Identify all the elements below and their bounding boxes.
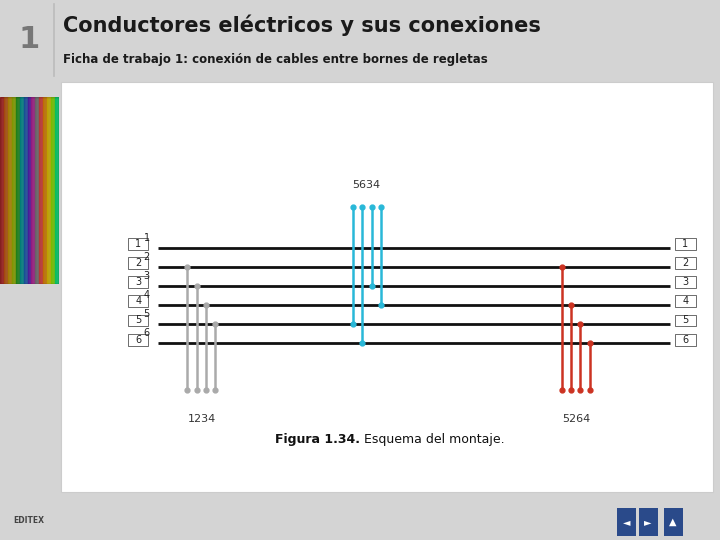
Text: Conductores eléctricos y sus conexiones: Conductores eléctricos y sus conexiones <box>63 15 541 36</box>
Bar <box>639 509 658 537</box>
Text: 6: 6 <box>683 335 688 345</box>
Bar <box>128 314 148 326</box>
Bar <box>4 97 8 284</box>
Text: 2: 2 <box>143 252 150 262</box>
Text: 4: 4 <box>135 296 141 306</box>
Bar <box>12 97 16 284</box>
Text: 6: 6 <box>135 335 141 345</box>
Text: 3: 3 <box>143 271 150 281</box>
Bar <box>43 97 48 284</box>
Text: ►: ► <box>644 517 652 526</box>
Text: 1: 1 <box>135 239 141 249</box>
Text: Figura 1.34. Esquema del montaje.: Figura 1.34. Esquema del montaje. <box>0 539 1 540</box>
Text: 2: 2 <box>135 258 141 268</box>
Text: ▲: ▲ <box>670 517 677 526</box>
Text: Figura 1.34.: Figura 1.34. <box>275 433 360 446</box>
Bar <box>617 509 636 537</box>
Text: Esquema del montaje.: Esquema del montaje. <box>360 433 505 446</box>
Text: Figura 1.34. Esquema del montaje.: Figura 1.34. Esquema del montaje. <box>0 539 1 540</box>
Bar <box>35 97 40 284</box>
Text: 5: 5 <box>135 315 141 326</box>
Bar <box>8 97 12 284</box>
Bar <box>664 509 683 537</box>
Bar <box>40 97 43 284</box>
Text: 1: 1 <box>18 25 40 55</box>
Text: 1234: 1234 <box>187 414 216 423</box>
Text: EDITEX: EDITEX <box>13 516 44 525</box>
Bar <box>128 295 148 307</box>
Text: Ficha de trabajo 1: conexión de cables entre bornes de regletas: Ficha de trabajo 1: conexión de cables e… <box>63 53 488 66</box>
Bar <box>16 97 19 284</box>
Text: 5634: 5634 <box>352 180 381 191</box>
Bar <box>675 295 696 307</box>
Text: 1: 1 <box>683 239 688 249</box>
Text: 3: 3 <box>135 277 141 287</box>
Bar <box>128 334 148 346</box>
Bar <box>128 257 148 269</box>
Bar <box>675 334 696 346</box>
Bar <box>675 314 696 326</box>
Text: 5264: 5264 <box>562 414 590 423</box>
Text: 5: 5 <box>143 309 150 319</box>
Text: 2: 2 <box>683 258 688 268</box>
Bar <box>128 276 148 288</box>
Bar <box>675 276 696 288</box>
Bar <box>48 97 51 284</box>
Text: 3: 3 <box>683 277 688 287</box>
Bar <box>675 238 696 250</box>
Bar <box>32 97 35 284</box>
Bar <box>51 97 55 284</box>
Bar <box>19 97 24 284</box>
Text: ◄: ◄ <box>623 517 630 526</box>
Text: 6: 6 <box>143 328 150 338</box>
Text: 4: 4 <box>143 290 150 300</box>
Bar <box>27 97 32 284</box>
Bar <box>55 97 59 284</box>
Text: 5: 5 <box>683 315 688 326</box>
Bar <box>675 257 696 269</box>
Bar <box>24 97 27 284</box>
Bar <box>128 238 148 250</box>
Bar <box>0 97 4 284</box>
Text: 1: 1 <box>143 233 150 242</box>
Text: 4: 4 <box>683 296 688 306</box>
